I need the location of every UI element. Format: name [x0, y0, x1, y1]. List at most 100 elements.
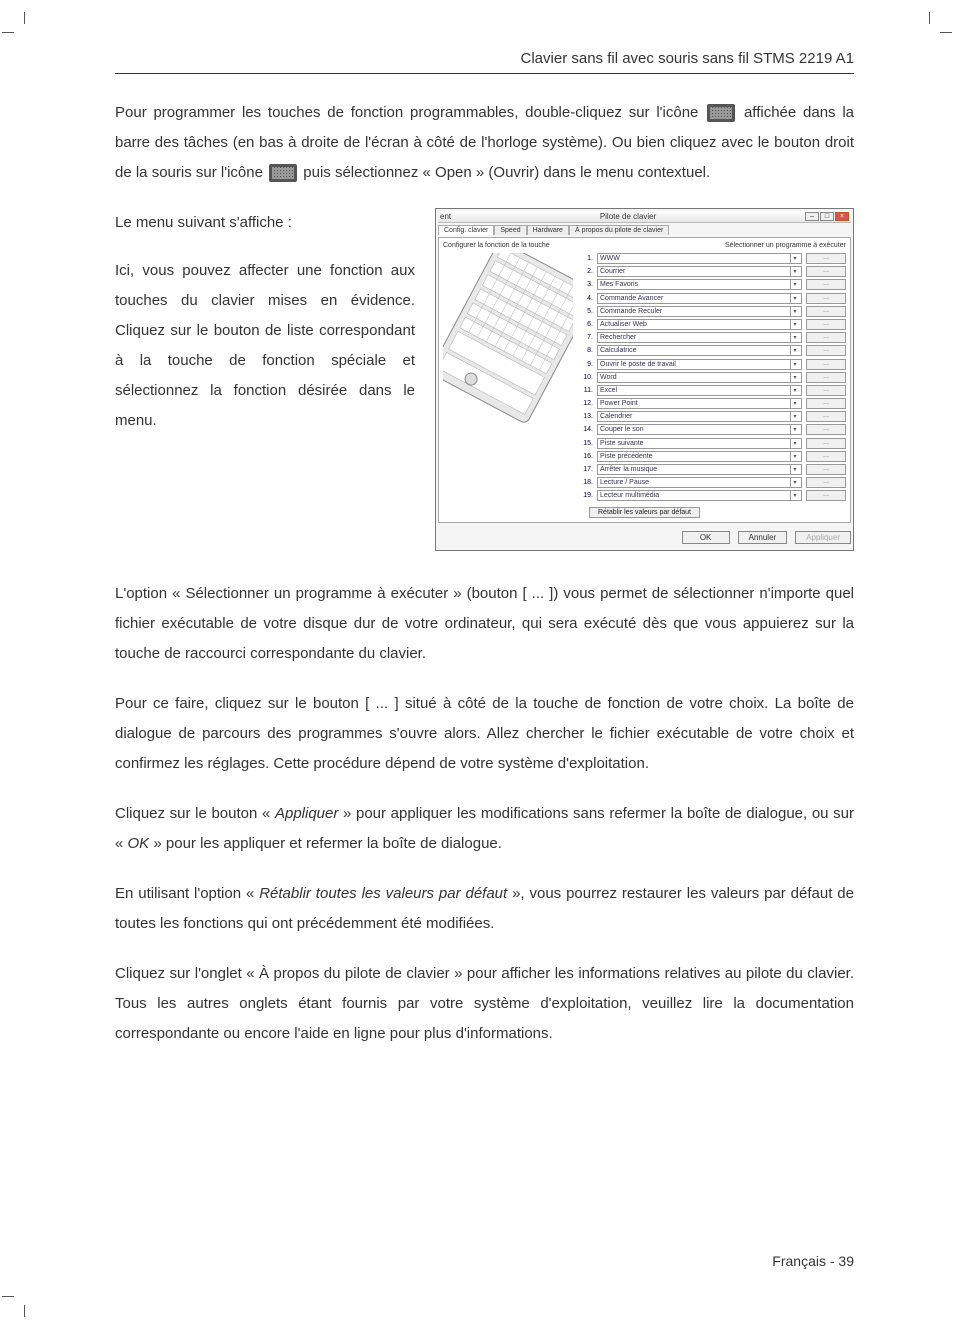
- function-combobox[interactable]: Calendrier▾: [597, 411, 802, 422]
- browse-button[interactable]: ...: [806, 451, 846, 462]
- combobox-label: Calendrier: [600, 413, 632, 420]
- function-row: 7.Rechercher▾...: [579, 332, 846, 343]
- dialog-tabs: Config. clavier Speed Hardware À propos …: [438, 225, 851, 235]
- crop-mark: [10, 24, 30, 44]
- function-combobox[interactable]: Commande Reculer▾: [597, 306, 802, 317]
- chevron-down-icon: ▾: [790, 267, 799, 276]
- restore-defaults-button[interactable]: Rétablir les valeurs par défaut: [589, 507, 700, 518]
- browse-button[interactable]: ...: [806, 464, 846, 475]
- function-combobox[interactable]: Rechercher▾: [597, 332, 802, 343]
- function-row: 17. Arrêter la musique▾...: [579, 464, 846, 475]
- footer-page-number: 39: [838, 1253, 854, 1269]
- row-number: 13.: [579, 413, 593, 420]
- function-combobox[interactable]: Actualiser Web ▾: [597, 319, 802, 330]
- combobox-label: Lecteur multimédia: [600, 492, 659, 499]
- chevron-down-icon: ▾: [790, 439, 799, 448]
- browse-button[interactable]: ...: [806, 411, 846, 422]
- browse-button[interactable]: ...: [806, 477, 846, 488]
- function-combobox[interactable]: Lecteur multimédia ▾: [597, 490, 802, 501]
- apply-button[interactable]: Appliquer: [795, 531, 851, 544]
- function-combobox[interactable]: Power Point▾: [597, 398, 802, 409]
- row-number: 17.: [579, 466, 593, 473]
- function-combobox[interactable]: Courrier ▾: [597, 266, 802, 277]
- function-combobox[interactable]: Couper le son▾: [597, 424, 802, 435]
- browse-button[interactable]: ...: [806, 279, 846, 290]
- paragraph-6: Cliquez sur le bouton « Appliquer » pour…: [115, 799, 854, 859]
- browse-button[interactable]: ...: [806, 266, 846, 277]
- chevron-down-icon: ▾: [790, 294, 799, 303]
- function-combobox[interactable]: Commande Avancer ▾: [597, 293, 802, 304]
- page-footer: Français - 39: [772, 1253, 854, 1269]
- crop-mark: [10, 1285, 30, 1305]
- browse-button[interactable]: ...: [806, 332, 846, 343]
- keyboard-illustration: [443, 253, 573, 423]
- row-number: 3.: [579, 281, 593, 288]
- chevron-down-icon: ▾: [790, 491, 799, 500]
- browse-button[interactable]: ...: [806, 253, 846, 264]
- function-combobox[interactable]: Piste suivante▾: [597, 438, 802, 449]
- tab-hardware[interactable]: Hardware: [527, 225, 569, 235]
- chevron-down-icon: ▾: [790, 360, 799, 369]
- function-combobox[interactable]: Lecture / Pause▾: [597, 477, 802, 488]
- function-combobox[interactable]: Mes Favoris▾: [597, 279, 802, 290]
- select-program-label: Sélectionner un programme à exécuter: [725, 242, 846, 249]
- browse-button[interactable]: ...: [806, 319, 846, 330]
- row-number: 10.: [579, 374, 593, 381]
- footer-language: Français: [772, 1253, 826, 1269]
- row-number: 15.: [579, 440, 593, 447]
- dialog-title-left: ent: [440, 212, 451, 221]
- combobox-label: WWW: [600, 255, 620, 262]
- combobox-label: Commande Avancer: [600, 295, 663, 302]
- function-combobox[interactable]: WWW▾: [597, 253, 802, 264]
- row-number: 5.: [579, 308, 593, 315]
- function-row: 8.Calculatrice▾...: [579, 345, 846, 356]
- ok-button[interactable]: OK: [682, 531, 730, 544]
- browse-button[interactable]: ...: [806, 306, 846, 317]
- row-number: 1.: [579, 255, 593, 262]
- browse-button[interactable]: ...: [806, 438, 846, 449]
- browse-button[interactable]: ...: [806, 398, 846, 409]
- function-combobox[interactable]: Word▾: [597, 372, 802, 383]
- minimize-button[interactable]: –: [805, 212, 819, 221]
- combobox-label: Ouvrir le poste de travail: [600, 361, 676, 368]
- tab-config[interactable]: Config. clavier: [438, 225, 494, 235]
- tab-about[interactable]: À propos du pilote de clavier: [569, 225, 669, 235]
- row-number: 14.: [579, 426, 593, 433]
- browse-button[interactable]: ...: [806, 490, 846, 501]
- function-row: 14. Couper le son▾...: [579, 424, 846, 435]
- browse-button[interactable]: ...: [806, 424, 846, 435]
- function-row: 5. Commande Reculer▾...: [579, 306, 846, 317]
- maximize-button[interactable]: □: [820, 212, 834, 221]
- function-combobox[interactable]: Ouvrir le poste de travail ▾: [597, 359, 802, 370]
- chevron-down-icon: ▾: [790, 320, 799, 329]
- function-combobox[interactable]: Calculatrice▾: [597, 345, 802, 356]
- browse-button[interactable]: ...: [806, 293, 846, 304]
- combobox-label: Excel: [600, 387, 617, 394]
- paragraph-3: Ici, vous pouvez affecter une fonction a…: [115, 256, 415, 436]
- browse-button[interactable]: ...: [806, 385, 846, 396]
- function-combobox[interactable]: Piste précédente▾: [597, 451, 802, 462]
- combobox-label: Calculatrice: [600, 347, 637, 354]
- chevron-down-icon: ▾: [790, 333, 799, 342]
- function-row: 12. Power Point▾...: [579, 398, 846, 409]
- combobox-label: Actualiser Web: [600, 321, 647, 328]
- function-row: 4.Commande Avancer▾...: [579, 293, 846, 304]
- paragraph-2: Le menu suivant s'affiche :: [115, 208, 415, 238]
- function-combobox[interactable]: Excel▾: [597, 385, 802, 396]
- dialog-body: Configurer la fonction de la touche Séle…: [438, 237, 851, 523]
- browse-button[interactable]: ...: [806, 372, 846, 383]
- function-row: 16.Piste précédente▾...: [579, 451, 846, 462]
- function-combobox[interactable]: Arrêter la musique▾: [597, 464, 802, 475]
- combobox-label: Couper le son: [600, 426, 644, 433]
- browse-button[interactable]: ...: [806, 359, 846, 370]
- chevron-down-icon: ▾: [790, 465, 799, 474]
- row-number: 12.: [579, 400, 593, 407]
- combobox-label: Courrier: [600, 268, 625, 275]
- combobox-label: Lecture / Pause: [600, 479, 649, 486]
- dialog-title-center: Pilote de clavier: [600, 212, 656, 221]
- tab-speed[interactable]: Speed: [494, 225, 526, 235]
- cancel-button[interactable]: Annuler: [738, 531, 788, 544]
- close-button[interactable]: ×: [835, 212, 849, 221]
- function-row: 1. WWW▾...: [579, 253, 846, 264]
- browse-button[interactable]: ...: [806, 345, 846, 356]
